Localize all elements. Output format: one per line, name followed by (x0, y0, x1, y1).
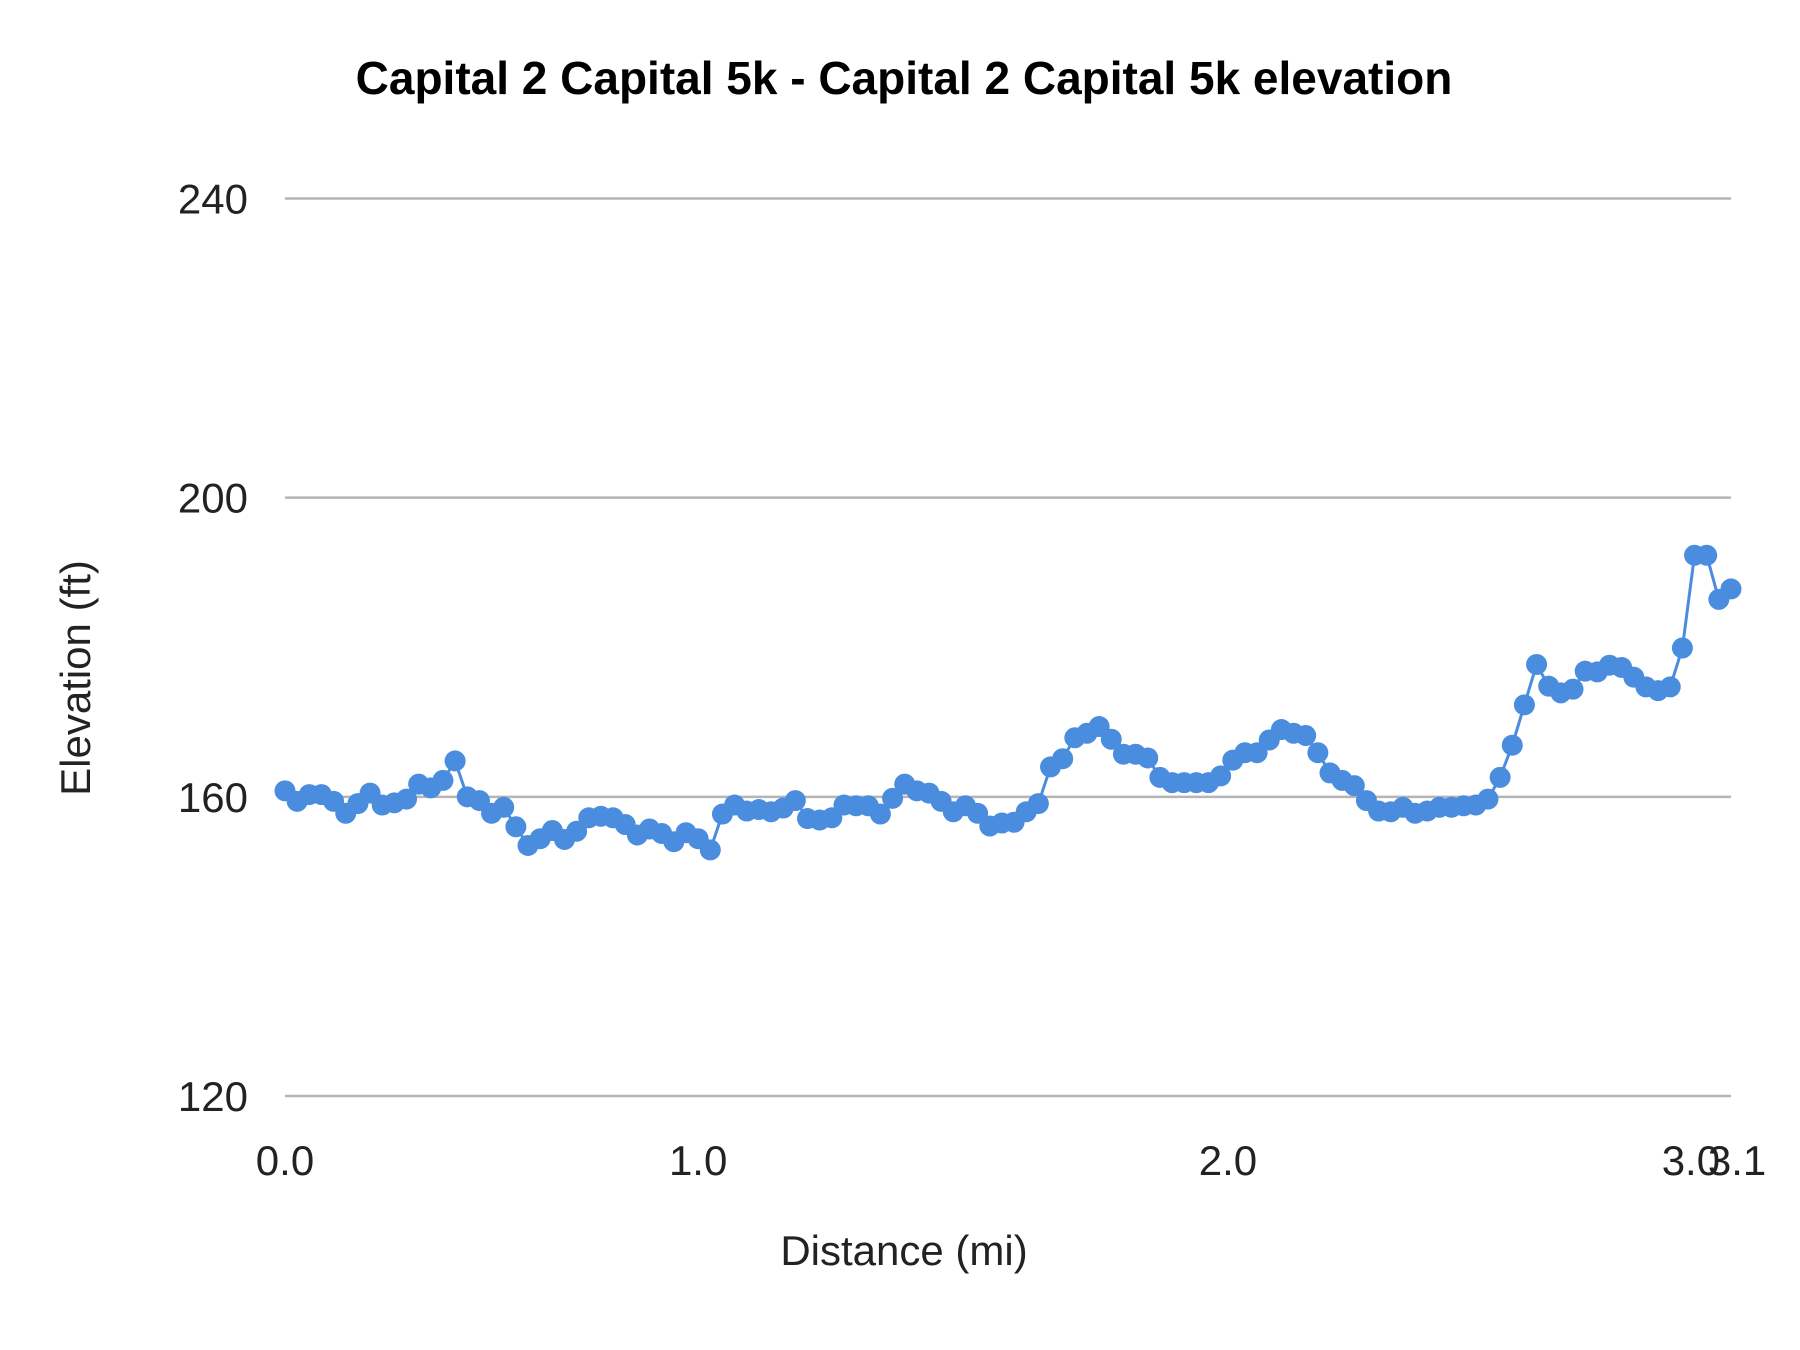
x-tick-label: 3.1 (1708, 1137, 1766, 1184)
data-point (1526, 653, 1548, 675)
data-point (1562, 678, 1584, 700)
data-point (1343, 775, 1365, 797)
data-point (1137, 747, 1159, 769)
x-tick-labels: 0.0 1.0 2.0 3.03.1 (256, 1137, 1766, 1184)
data-point (1671, 637, 1693, 659)
y-axis-label: Elevation (ft) (52, 560, 99, 796)
y-tick-label: 200 (178, 475, 248, 522)
data-point (1210, 765, 1232, 787)
data-point (505, 816, 527, 838)
gridlines (285, 197, 1731, 1098)
y-tick-label: 160 (178, 774, 248, 821)
y-tick-label: 120 (178, 1073, 248, 1120)
data-point (566, 820, 588, 842)
data-point (1052, 748, 1074, 770)
chart-title: Capital 2 Capital 5k - Capital 2 Capital… (356, 52, 1453, 104)
data-point (1720, 578, 1742, 600)
x-axis-label: Distance (mi) (780, 1227, 1027, 1274)
data-point (784, 790, 806, 812)
data-point (869, 803, 891, 825)
data-point (1477, 788, 1499, 810)
data-point (1027, 793, 1049, 815)
data-point (1659, 676, 1681, 698)
x-tick-label: 0.0 (256, 1137, 314, 1184)
data-point (493, 796, 515, 818)
data-point (1513, 694, 1535, 716)
data-point (396, 788, 418, 810)
y-tick-label: 240 (178, 176, 248, 223)
series-points (274, 544, 1742, 861)
data-point (1307, 742, 1329, 764)
data-point (1295, 725, 1317, 747)
data-point (444, 750, 466, 772)
data-point (699, 839, 721, 861)
x-tick-label: 2.0 (1199, 1137, 1257, 1184)
data-point (1696, 544, 1718, 566)
data-point (882, 787, 904, 809)
data-point (432, 769, 454, 791)
x-tick-label: 1.0 (669, 1137, 727, 1184)
data-point (1501, 734, 1523, 756)
data-point (1489, 766, 1511, 788)
y-tick-labels: 120 160 200 240 (178, 176, 248, 1121)
x-tick-label: 3.0 (1662, 1137, 1720, 1184)
data-point (1100, 728, 1122, 750)
